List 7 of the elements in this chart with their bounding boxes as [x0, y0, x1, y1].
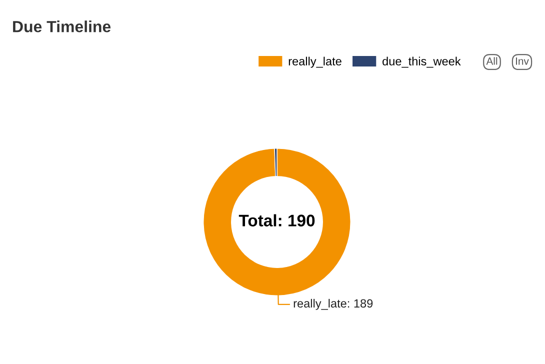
data-label: really_late: 189 — [294, 298, 373, 310]
text: All — [486, 57, 498, 65]
text: Total: 190 — [238, 214, 315, 226]
text: Inv — [516, 58, 529, 65]
legend-label: really_late — [288, 56, 342, 68]
legend-label: due_this_week — [382, 56, 461, 68]
text: Due Timeline — [13, 20, 111, 32]
